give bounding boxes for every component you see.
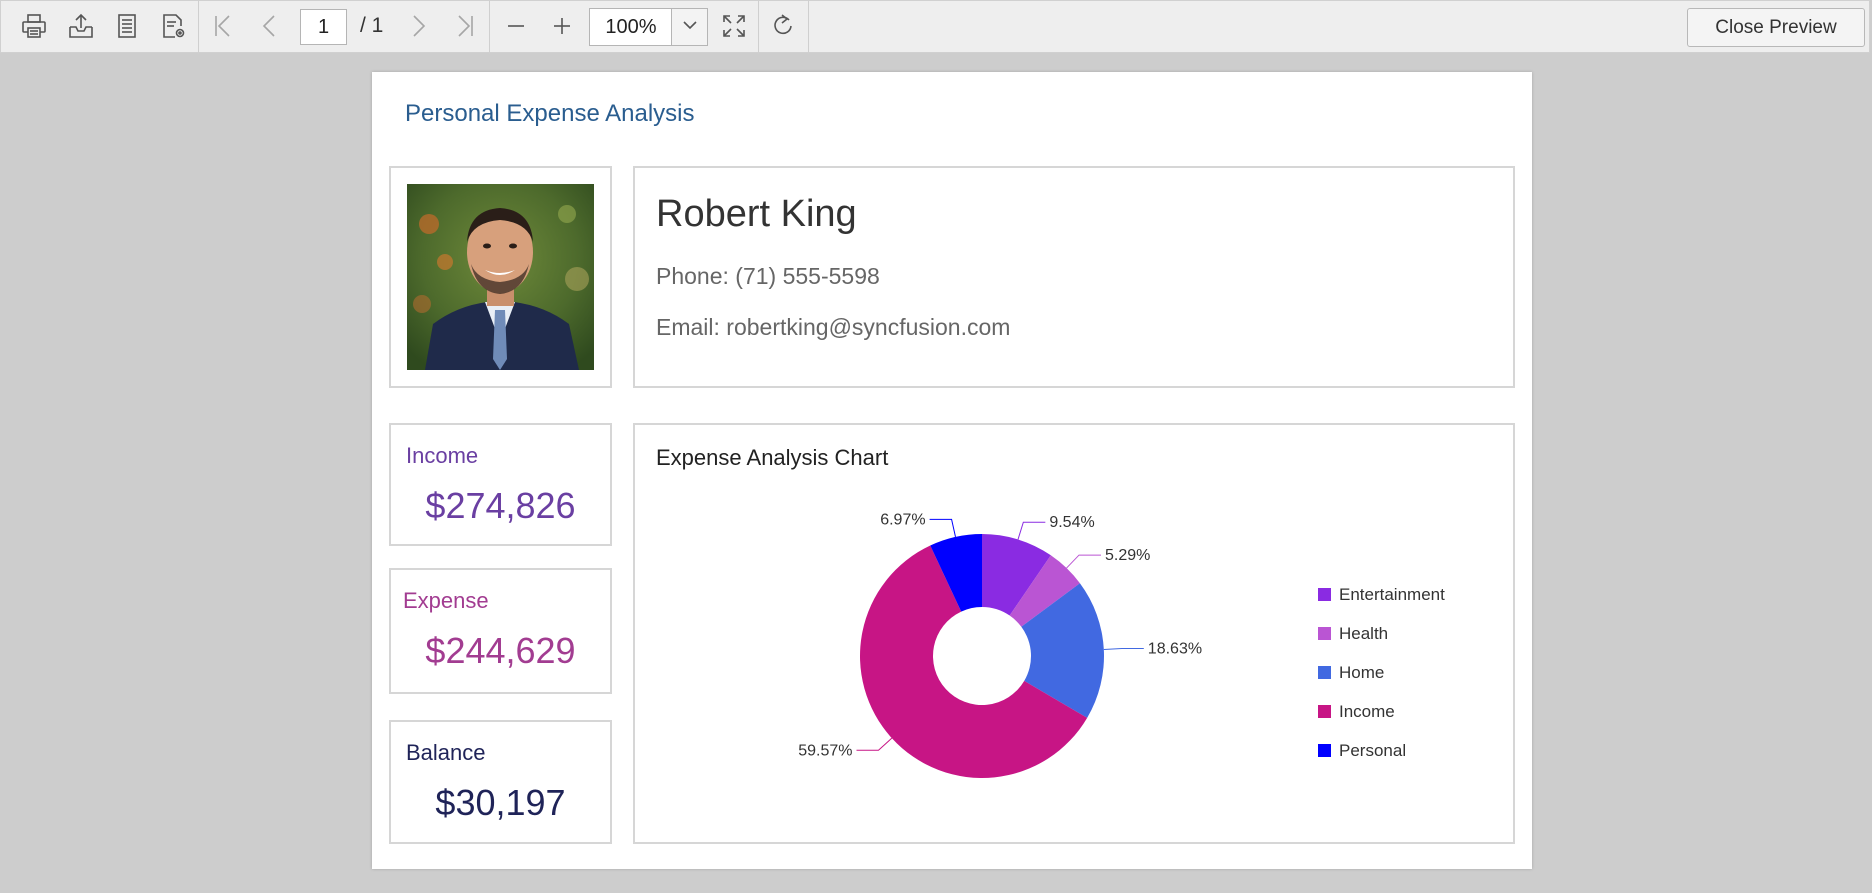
- legend-label: Home: [1339, 662, 1385, 682]
- page-settings-icon: [159, 12, 187, 45]
- preview-toolbar: 1 / 1 100%: [0, 0, 1870, 54]
- data-label-health: 5.29%: [1105, 547, 1150, 564]
- next-page-button[interactable]: [399, 9, 437, 47]
- person-info-card: Robert King Phone: (71) 555-5598 Email: …: [633, 166, 1515, 388]
- report-page: Personal Expense Analysis: [372, 72, 1532, 869]
- report-title: Personal Expense Analysis: [405, 100, 695, 127]
- chevron-down-icon: [681, 16, 699, 39]
- label-connector: [929, 518, 956, 538]
- slice-home: [1021, 583, 1104, 718]
- page-number-input[interactable]: 1: [300, 9, 347, 45]
- first-page-button[interactable]: [204, 9, 242, 47]
- legend-item-health[interactable]: Health: [1318, 614, 1445, 653]
- legend-item-home[interactable]: Home: [1318, 653, 1445, 692]
- income-value: $274,826: [425, 485, 576, 526]
- zoom-value: 100%: [605, 16, 657, 38]
- last-page-icon: [451, 12, 479, 45]
- expense-chart-card: Expense Analysis Chart 9.54% 5.29% 18.63% 5…: [633, 423, 1515, 844]
- label-connector: [1017, 521, 1046, 540]
- profile-photo-frame: [389, 166, 612, 388]
- legend-swatch: [1318, 705, 1331, 718]
- close-preview-button[interactable]: Close Preview: [1687, 8, 1865, 47]
- legend-label: Income: [1339, 701, 1395, 721]
- slice-entertainment: [982, 534, 1051, 616]
- legend-label: Health: [1339, 623, 1389, 643]
- legend-swatch: [1318, 744, 1331, 757]
- toolbar-separator: [758, 1, 759, 54]
- page-total-label: / 1: [360, 14, 384, 37]
- page-setup-icon: [113, 12, 141, 45]
- first-page-icon: [209, 12, 237, 45]
- slice-income: [860, 545, 1088, 778]
- legend-swatch: [1318, 588, 1331, 601]
- legend-swatch: [1318, 666, 1331, 679]
- legend-label: Entertainment: [1339, 584, 1445, 604]
- zoom-dropdown-button[interactable]: [671, 9, 707, 45]
- person-email: Email: robertking@syncfusion.com: [656, 314, 1011, 340]
- label-connector: [1066, 554, 1102, 569]
- income-label: Income: [406, 443, 479, 468]
- expense-card: Expense $244,629: [389, 568, 612, 694]
- person-name: Robert King: [656, 193, 857, 235]
- balance-card: Balance $30,197: [389, 720, 612, 844]
- label-connector: [856, 737, 893, 751]
- zoom-select[interactable]: 100%: [589, 8, 708, 46]
- page-setup-button[interactable]: [108, 9, 146, 47]
- fit-page-icon: [720, 12, 748, 45]
- toolbar-separator: [198, 1, 199, 54]
- label-connector: [1103, 647, 1144, 650]
- page-settings-button[interactable]: [154, 9, 192, 47]
- slice-health: [1009, 555, 1080, 627]
- data-label-income: 59.57%: [798, 742, 852, 759]
- toolbar-separator: [489, 1, 490, 54]
- data-label-personal: 6.97%: [880, 511, 925, 528]
- chart-title: Expense Analysis Chart: [656, 445, 889, 470]
- balance-value: $30,197: [435, 782, 566, 823]
- data-label-home: 18.63%: [1148, 640, 1202, 657]
- profile-photo: [407, 184, 594, 370]
- balance-label: Balance: [406, 740, 486, 765]
- slice-personal: [930, 534, 982, 612]
- person-phone: Phone: (71) 555-5598: [656, 263, 880, 289]
- legend-item-income[interactable]: Income: [1318, 692, 1445, 731]
- donut-chart: 9.54% 5.29% 18.63% 59.57% 6.97%: [798, 511, 1202, 778]
- print-icon: [20, 12, 48, 45]
- fit-page-button[interactable]: [715, 9, 753, 47]
- previous-page-button[interactable]: [251, 9, 289, 47]
- chart-legend: Entertainment Health Home Income Personal: [1318, 575, 1445, 770]
- legend-label: Personal: [1339, 740, 1407, 760]
- export-icon: [67, 12, 95, 45]
- print-button[interactable]: [15, 9, 53, 47]
- legend-swatch: [1318, 627, 1331, 640]
- zoom-out-button[interactable]: [497, 9, 535, 47]
- legend-item-personal[interactable]: Personal: [1318, 731, 1445, 770]
- next-page-icon: [404, 12, 432, 45]
- expense-value: $244,629: [425, 630, 576, 671]
- refresh-icon: [769, 12, 797, 45]
- legend-item-entertainment[interactable]: Entertainment: [1318, 575, 1445, 614]
- expense-label: Expense: [403, 588, 489, 613]
- toolbar-separator: [808, 1, 809, 54]
- income-card: Income $274,826: [389, 423, 612, 546]
- data-label-entertainment: 9.54%: [1049, 514, 1094, 531]
- zoom-in-button[interactable]: [543, 9, 581, 47]
- zoom-out-icon: [502, 12, 530, 45]
- zoom-in-icon: [548, 12, 576, 45]
- refresh-button[interactable]: [764, 9, 802, 47]
- previous-page-icon: [256, 12, 284, 45]
- last-page-button[interactable]: [446, 9, 484, 47]
- export-button[interactable]: [62, 9, 100, 47]
